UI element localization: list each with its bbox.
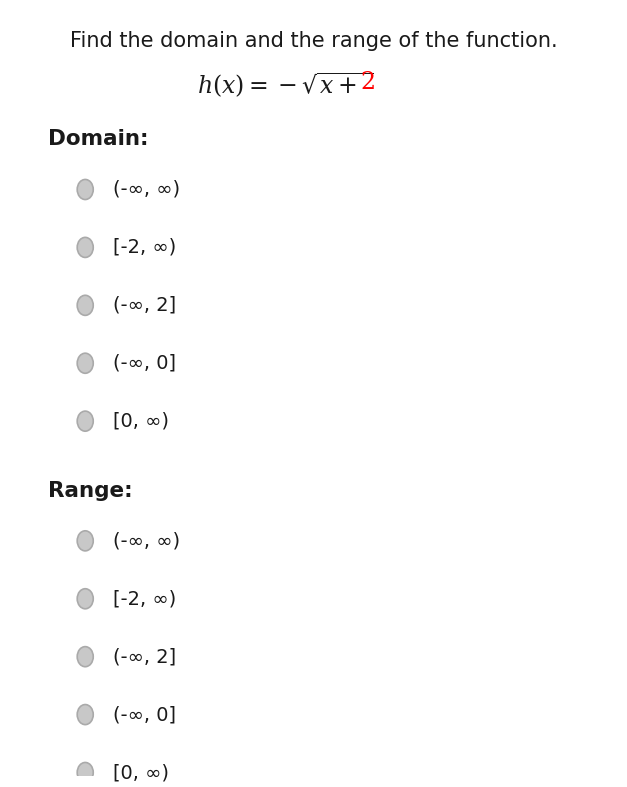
Circle shape	[77, 411, 93, 431]
Text: [0, ∞): [0, ∞)	[113, 412, 169, 430]
Text: $h(x) = -\sqrt{x +\ }$: $h(x) = -\sqrt{x +\ }$	[198, 71, 374, 100]
Circle shape	[77, 179, 93, 200]
Circle shape	[77, 295, 93, 316]
Circle shape	[77, 704, 93, 725]
Text: [-2, ∞): [-2, ∞)	[113, 589, 176, 608]
Circle shape	[77, 647, 93, 667]
Text: Range:: Range:	[48, 481, 133, 501]
Circle shape	[77, 530, 93, 551]
Text: (-∞, ∞): (-∞, ∞)	[113, 531, 180, 550]
Circle shape	[77, 353, 93, 373]
Text: (-∞, 0]: (-∞, 0]	[113, 353, 176, 373]
Circle shape	[77, 238, 93, 257]
Text: Domain:: Domain:	[48, 129, 149, 150]
Circle shape	[77, 763, 93, 782]
Text: (-∞, 2]: (-∞, 2]	[113, 647, 176, 666]
Text: [-2, ∞): [-2, ∞)	[113, 238, 176, 257]
Text: $2$: $2$	[360, 71, 374, 94]
Text: (-∞, 2]: (-∞, 2]	[113, 296, 176, 315]
Circle shape	[77, 589, 93, 609]
Text: (-∞, ∞): (-∞, ∞)	[113, 180, 180, 199]
Text: (-∞, 0]: (-∞, 0]	[113, 705, 176, 724]
Text: [0, ∞): [0, ∞)	[113, 763, 169, 782]
Text: Find the domain and the range of the function.: Find the domain and the range of the fun…	[70, 31, 557, 51]
